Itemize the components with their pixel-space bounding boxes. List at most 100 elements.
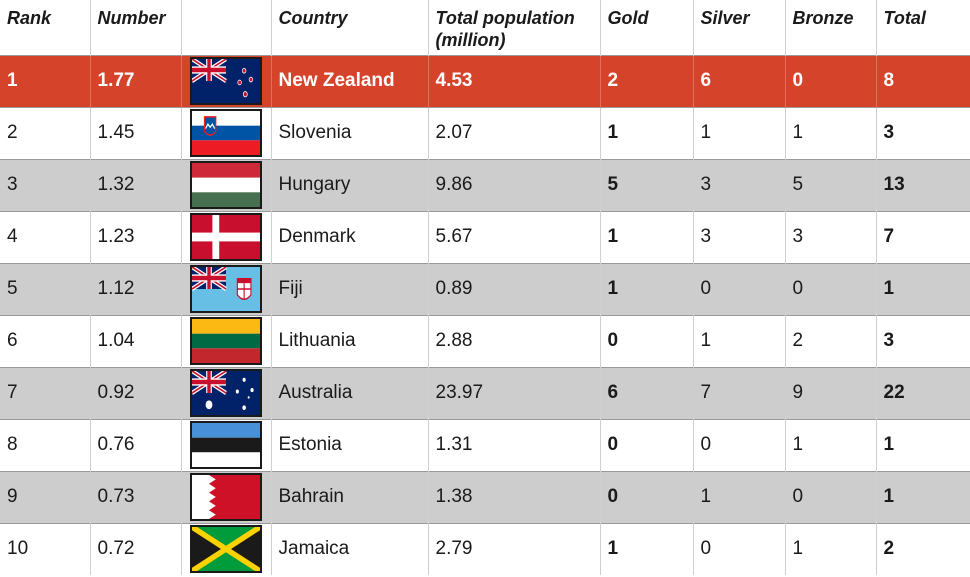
country-cell: Lithuania — [271, 315, 429, 367]
population-cell: 2.07 — [428, 107, 601, 159]
population-cell: 2.88 — [428, 315, 601, 367]
country-cell: Bahrain — [271, 471, 429, 523]
gold-cell: 0 — [600, 315, 694, 367]
flag-cell — [181, 55, 272, 107]
bronze-cell: 0 — [785, 55, 877, 107]
country-cell: Australia — [271, 367, 429, 419]
jamaica-flag-icon — [190, 525, 262, 574]
header-number: Number — [90, 0, 182, 55]
silver-cell: 1 — [693, 315, 786, 367]
header-total: Total — [876, 0, 970, 55]
rank-cell: 5 — [0, 263, 91, 315]
lithuania-flag-icon — [190, 317, 262, 365]
flag-cell — [181, 419, 272, 471]
silver-cell: 3 — [693, 159, 786, 211]
total-cell: 7 — [876, 211, 970, 263]
flag-cell — [181, 263, 272, 315]
silver-cell: 3 — [693, 211, 786, 263]
gold-cell: 5 — [600, 159, 694, 211]
header-rank: Rank — [0, 0, 91, 55]
population-cell: 9.86 — [428, 159, 601, 211]
country-cell: Estonia — [271, 419, 429, 471]
silver-cell: 0 — [693, 263, 786, 315]
country-cell: Fiji — [271, 263, 429, 315]
number-cell: 1.23 — [90, 211, 182, 263]
country-cell: Denmark — [271, 211, 429, 263]
table-row: 10 0.72 Jamaica 2.79 1 0 1 2 — [0, 523, 970, 575]
rank-cell: 6 — [0, 315, 91, 367]
number-cell: 0.76 — [90, 419, 182, 471]
flag-cell — [181, 107, 272, 159]
population-cell: 5.67 — [428, 211, 601, 263]
total-cell: 22 — [876, 367, 970, 419]
total-cell: 3 — [876, 315, 970, 367]
population-cell: 4.53 — [428, 55, 601, 107]
bronze-cell: 1 — [785, 523, 877, 575]
total-cell: 13 — [876, 159, 970, 211]
gold-cell: 0 — [600, 471, 694, 523]
bronze-cell: 1 — [785, 107, 877, 159]
table-row: 1 1.77 New Zealan — [0, 55, 970, 107]
fiji-flag-icon — [190, 265, 262, 313]
silver-cell: 7 — [693, 367, 786, 419]
header-gold: Gold — [600, 0, 694, 55]
rank-cell: 1 — [0, 55, 91, 107]
table-row: 4 1.23 Denmark 5.67 1 3 3 7 — [0, 211, 970, 263]
total-cell: 2 — [876, 523, 970, 575]
population-cell: 1.31 — [428, 419, 601, 471]
table-row: 6 1.04 Lithuania 2.88 0 1 2 3 — [0, 315, 970, 367]
table-row: 3 1.32 Hungary 9.86 5 3 5 13 — [0, 159, 970, 211]
flag-cell — [181, 471, 272, 523]
population-cell: 2.79 — [428, 523, 601, 575]
population-cell: 1.38 — [428, 471, 601, 523]
silver-cell: 0 — [693, 419, 786, 471]
number-cell: 0.92 — [90, 367, 182, 419]
flag-cell — [181, 211, 272, 263]
population-cell: 0.89 — [428, 263, 601, 315]
table-row: 7 0.92 — [0, 367, 970, 419]
gold-cell: 6 — [600, 367, 694, 419]
country-cell: New Zealand — [271, 55, 429, 107]
table-row: 5 1.12 Fiji — [0, 263, 970, 315]
rank-cell: 8 — [0, 419, 91, 471]
gold-cell: 1 — [600, 263, 694, 315]
gold-cell: 1 — [600, 211, 694, 263]
bronze-cell: 9 — [785, 367, 877, 419]
silver-cell: 1 — [693, 107, 786, 159]
bronze-cell: 5 — [785, 159, 877, 211]
number-cell: 0.72 — [90, 523, 182, 575]
rank-cell: 9 — [0, 471, 91, 523]
australia-flag-icon — [190, 369, 262, 417]
gold-cell: 1 — [600, 107, 694, 159]
rank-cell: 7 — [0, 367, 91, 419]
number-cell: 1.45 — [90, 107, 182, 159]
number-cell: 1.04 — [90, 315, 182, 367]
rank-cell: 10 — [0, 523, 91, 575]
country-cell: Slovenia — [271, 107, 429, 159]
bronze-cell: 0 — [785, 263, 877, 315]
header-population: Total population (million) — [428, 0, 601, 55]
number-cell: 1.12 — [90, 263, 182, 315]
bronze-cell: 1 — [785, 419, 877, 471]
silver-cell: 0 — [693, 523, 786, 575]
country-cell: Hungary — [271, 159, 429, 211]
header-row: Rank Number Country Total population (mi… — [0, 0, 970, 55]
total-cell: 1 — [876, 419, 970, 471]
header-flag — [181, 0, 272, 55]
total-cell: 1 — [876, 263, 970, 315]
country-cell: Jamaica — [271, 523, 429, 575]
flag-cell — [181, 315, 272, 367]
silver-cell: 1 — [693, 471, 786, 523]
flag-cell — [181, 367, 272, 419]
estonia-flag-icon — [190, 421, 262, 469]
flag-cell — [181, 159, 272, 211]
rank-cell: 4 — [0, 211, 91, 263]
slovenia-flag-icon — [190, 109, 262, 157]
rank-cell: 2 — [0, 107, 91, 159]
header-silver: Silver — [693, 0, 786, 55]
gold-cell: 0 — [600, 419, 694, 471]
total-cell: 3 — [876, 107, 970, 159]
table-row: 9 0.73 Bahrain 1.38 0 1 0 1 — [0, 471, 970, 523]
table-row: 2 1.45 Slovenia 2.07 1 1 1 3 — [0, 107, 970, 159]
